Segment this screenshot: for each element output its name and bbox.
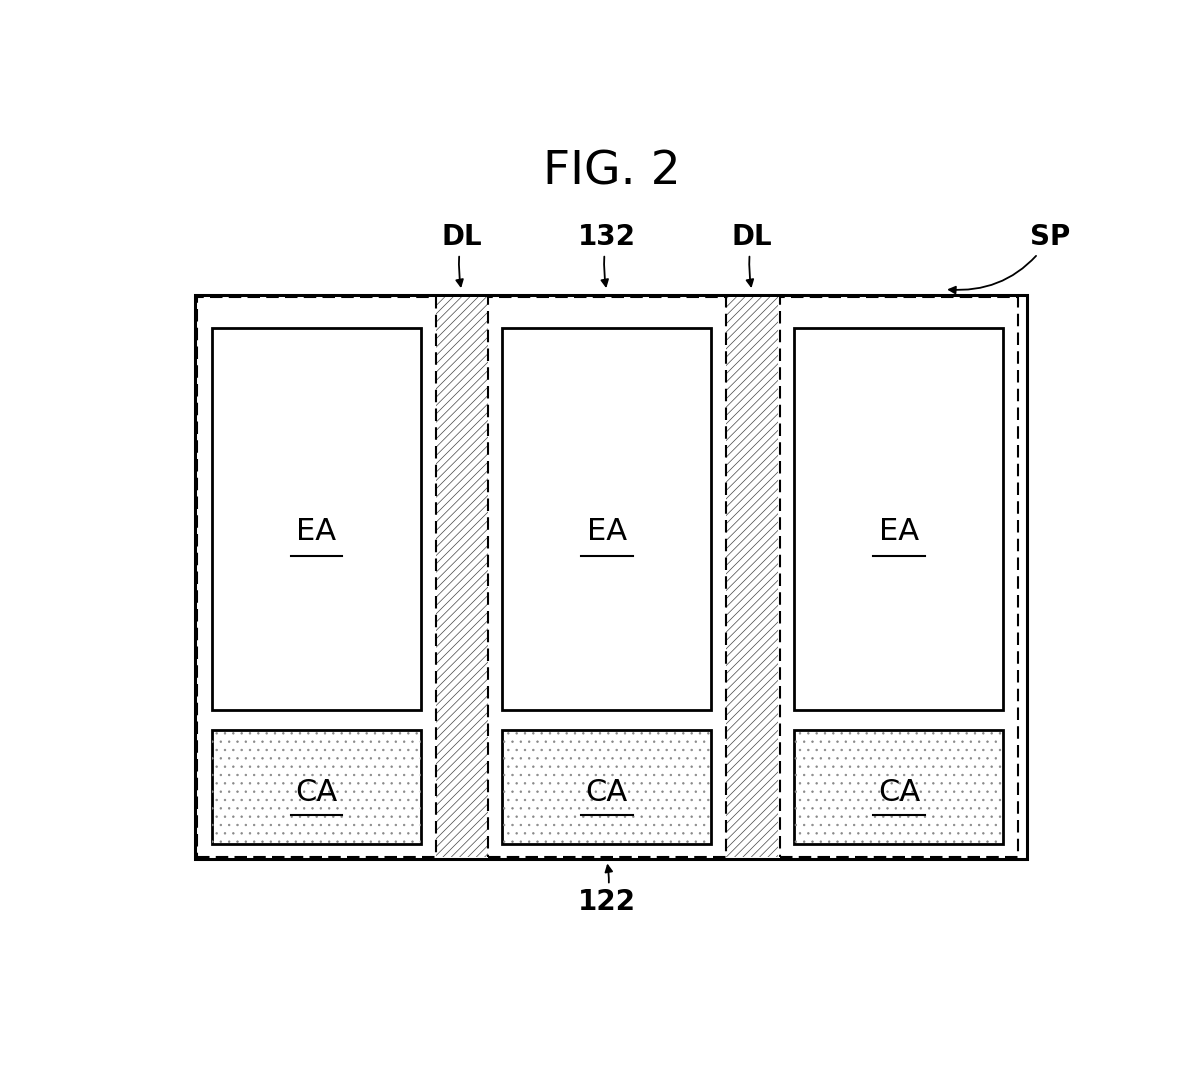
Bar (727, 297, 778, 857)
Bar (795, 729, 1003, 844)
Bar (212, 729, 421, 844)
Text: DL: DL (731, 223, 772, 286)
Bar (196, 295, 1027, 859)
Bar (502, 328, 711, 710)
Bar (435, 297, 488, 857)
Text: DL: DL (441, 223, 482, 286)
Text: CA: CA (296, 779, 338, 807)
Bar (488, 297, 727, 857)
Text: CA: CA (878, 779, 920, 807)
Text: 132: 132 (577, 223, 636, 286)
Bar (780, 297, 1019, 857)
Bar (502, 729, 711, 844)
Text: EA: EA (296, 517, 336, 546)
Bar (212, 729, 421, 844)
Bar (502, 729, 711, 844)
Text: 122: 122 (577, 866, 636, 917)
Text: EA: EA (587, 517, 626, 546)
Text: EA: EA (879, 517, 919, 546)
Bar (212, 328, 421, 710)
Bar (795, 729, 1003, 844)
Text: CA: CA (586, 779, 628, 807)
Text: FIG. 2: FIG. 2 (543, 150, 680, 195)
Bar (795, 328, 1003, 710)
Bar (197, 297, 435, 857)
Text: SP: SP (950, 223, 1070, 293)
